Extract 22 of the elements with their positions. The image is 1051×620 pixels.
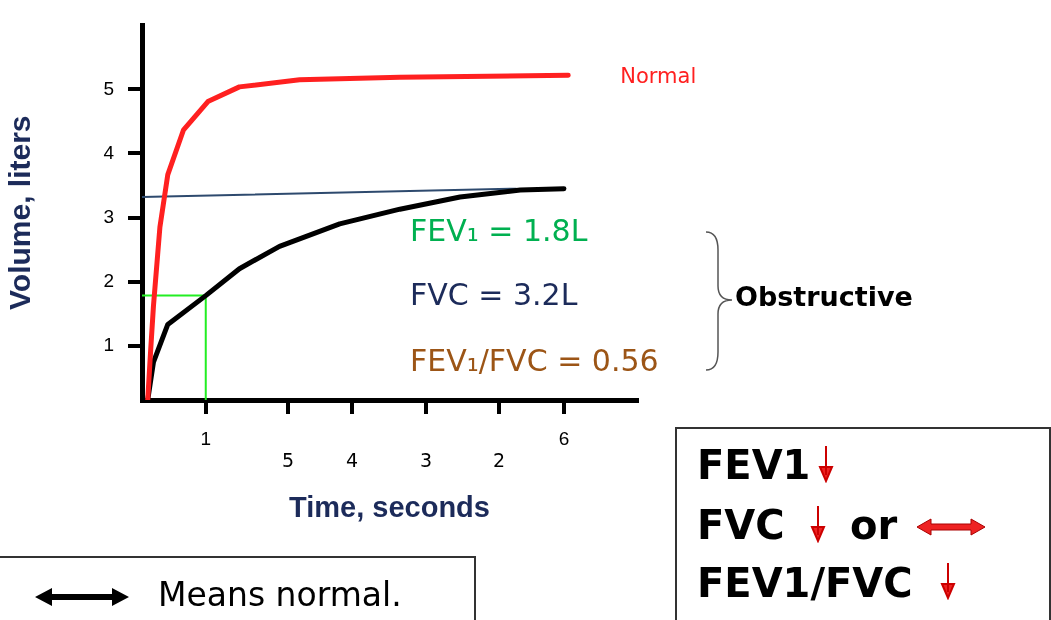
annotation: FEV₁/FVC = 0.56 (410, 343, 659, 378)
text: or (850, 502, 898, 548)
text: 3 (420, 449, 433, 471)
y-tick-label: 2 (103, 269, 114, 291)
x-axis-title: Time, seconds (289, 490, 490, 523)
y-axis-title: Volume, liters (3, 115, 37, 310)
y-tick-label: 5 (103, 77, 114, 99)
text: FVC (697, 502, 785, 548)
text: FEV1/FVC (697, 560, 913, 606)
text: 2 (493, 449, 506, 471)
text: 4 (346, 449, 359, 471)
annotation: FVC = 3.2L (410, 277, 578, 312)
text: Normal (620, 63, 697, 88)
text: FEV1 (697, 442, 811, 488)
text: 5 (282, 449, 295, 471)
y-tick-label: 4 (103, 141, 115, 163)
x-tick-label: 6 (558, 427, 570, 449)
annotation: FEV₁ = 1.8L (410, 213, 588, 248)
text: Obstructive (735, 281, 913, 312)
y-tick-label: 3 (103, 205, 114, 227)
text: Means normal. (158, 575, 402, 614)
y-tick-label: 1 (103, 333, 114, 355)
